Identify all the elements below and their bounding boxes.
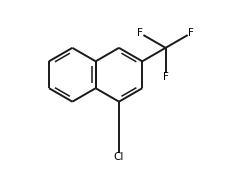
Text: F: F [137, 28, 143, 38]
Text: F: F [188, 28, 194, 38]
Text: Cl: Cl [114, 152, 124, 162]
Text: F: F [163, 72, 169, 82]
